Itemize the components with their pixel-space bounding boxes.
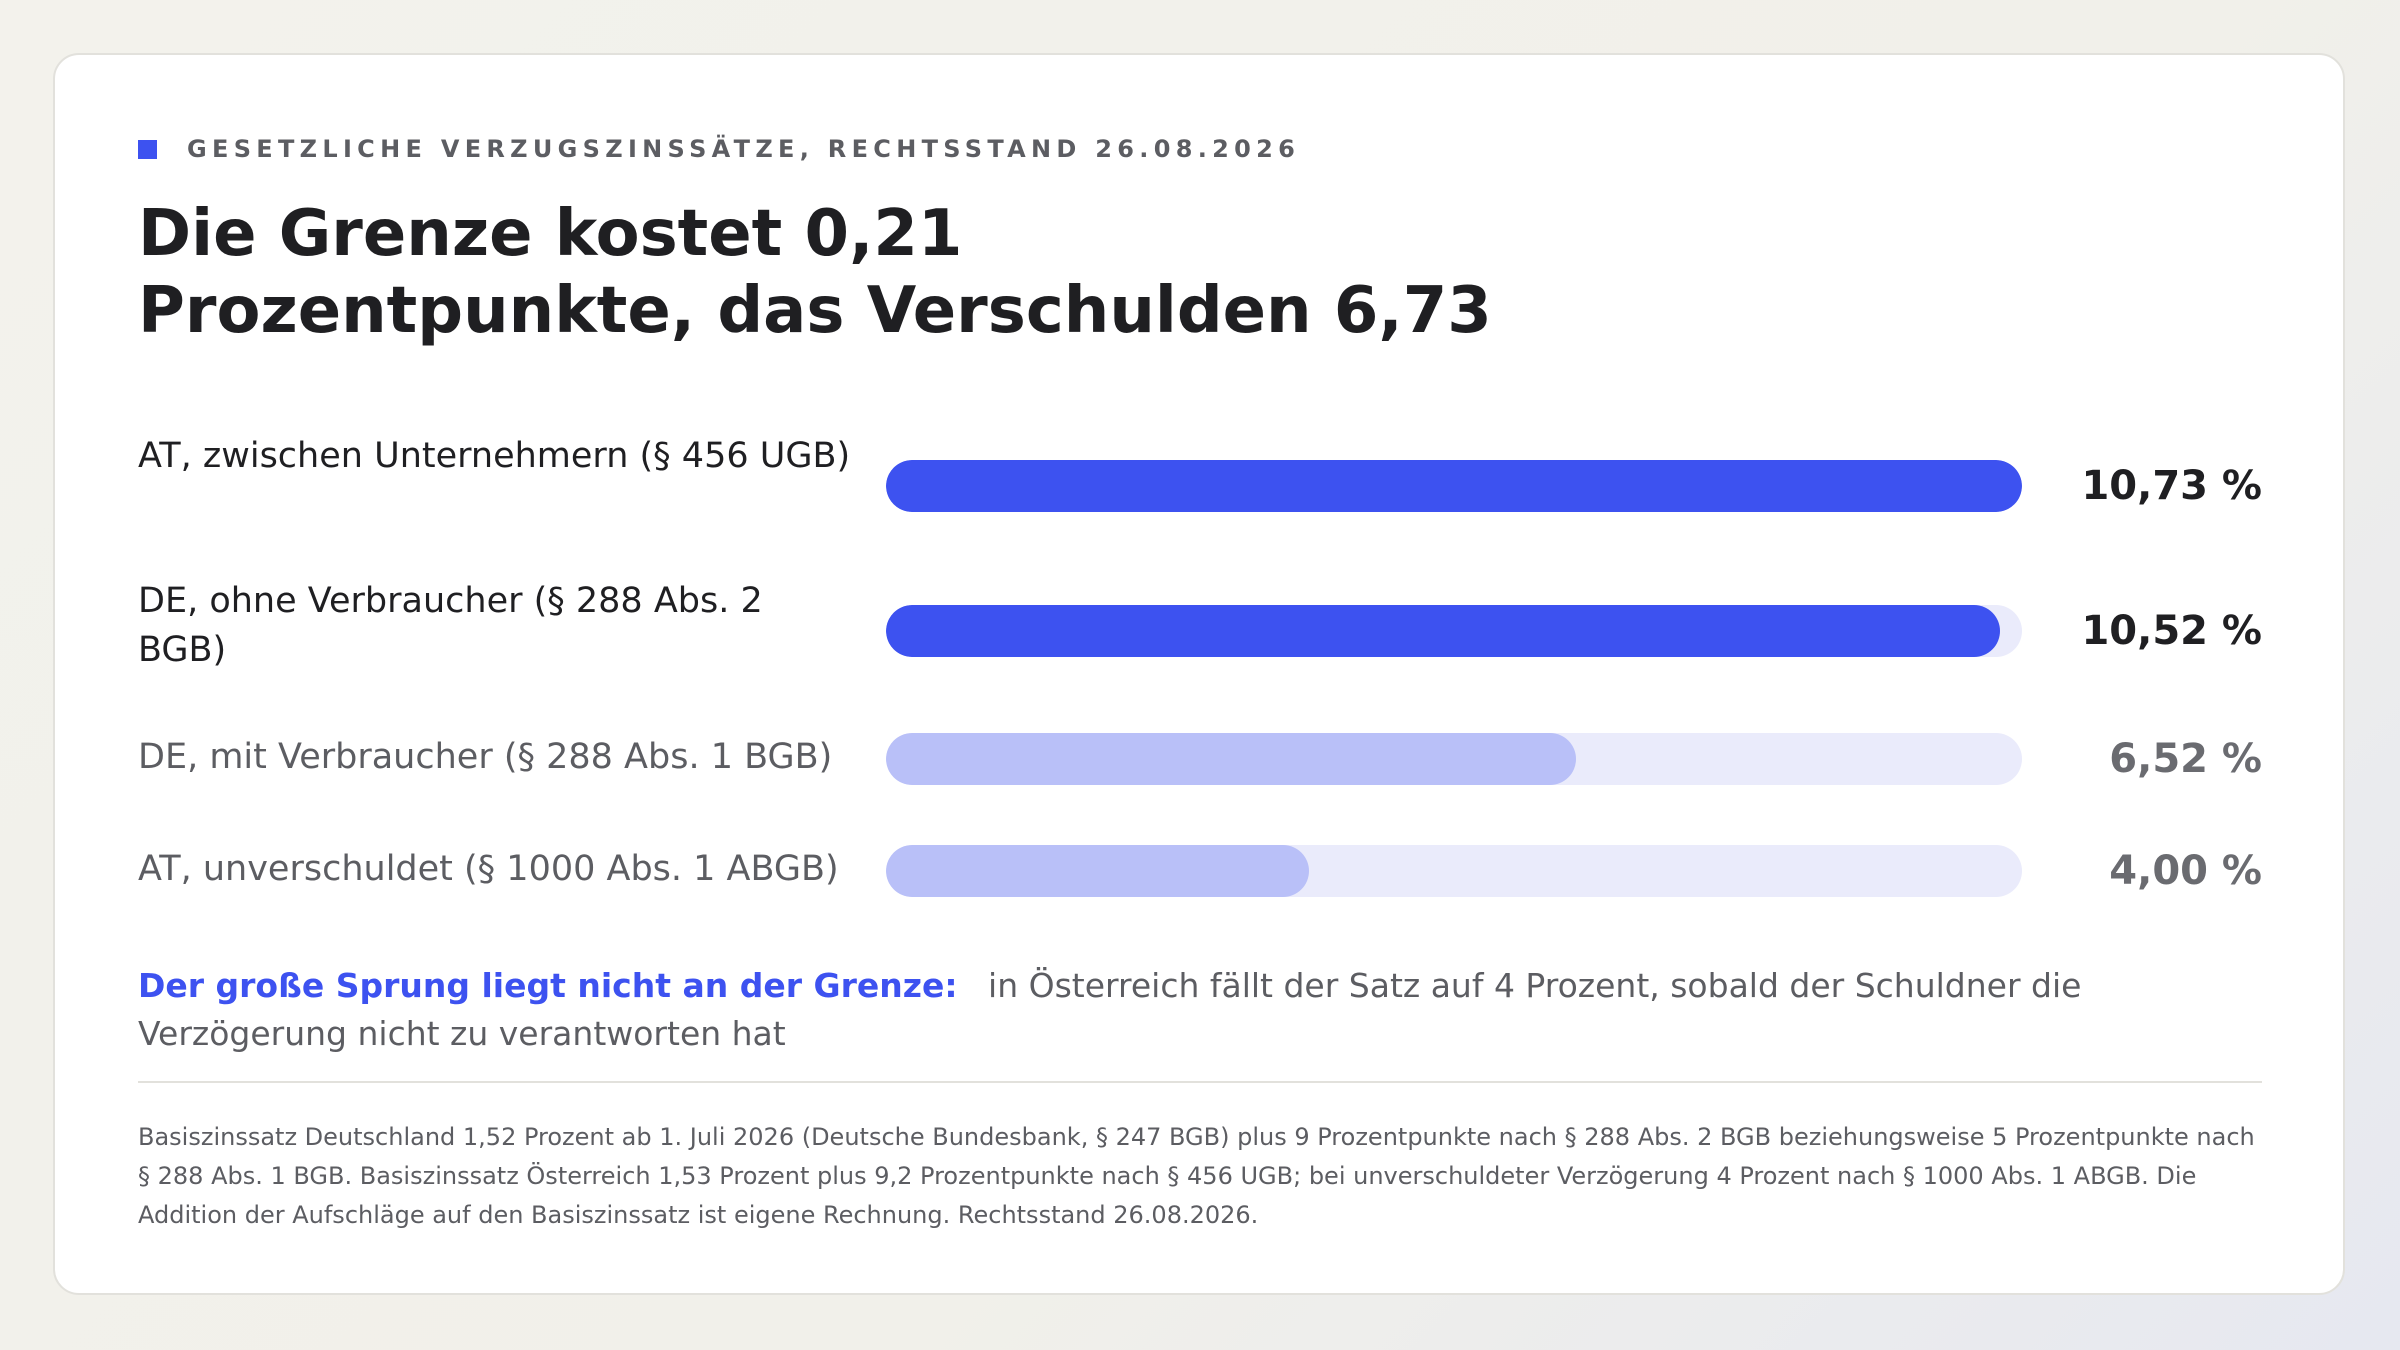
bar-track-de-mit-verbraucher — [886, 733, 2022, 785]
bar-label-at-unternehmer: AT, zwischen Unternehmern (§ 456 UGB) — [138, 436, 851, 476]
chart-title-line-2: Prozentpunkte, das Verschulden 6,73 — [138, 274, 1492, 348]
eyebrow-square-icon — [138, 139, 157, 159]
value-label-at-unternehmer: 10,73 % — [2081, 463, 2262, 509]
footnote: Basiszinssatz Deutschland 1,52 Prozent a… — [138, 1123, 2255, 1229]
callout: Der große Sprung liegt nicht an der Gren… — [138, 962, 2268, 1058]
divider — [138, 1081, 2262, 1083]
bar-at-unverschuldet — [886, 845, 1310, 897]
eyebrow: GESETZLICHE VERZUGSZINSSÄTZE, RECHTSSTAN… — [138, 134, 1300, 164]
bar-label-at-unverschuldet: AT, unverschuldet (§ 1000 Abs. 1 ABGB) — [138, 849, 839, 889]
bar-label-de-ohne-verbraucher: DE, ohne Verbraucher (§ 288 Abs. 2 BGB) — [138, 581, 763, 670]
bar-de-mit-verbraucher — [886, 733, 1577, 785]
bar-track-de-ohne-verbraucher — [886, 605, 2022, 657]
chart-title: Die Grenze kostet 0,21 Prozentpunkte, da… — [138, 196, 1738, 350]
chart-title-line-1: Die Grenze kostet 0,21 — [138, 197, 963, 271]
callout-text: in Österreich fällt der Satz auf 4 Proze… — [138, 966, 2082, 1053]
bar-track-at-unternehmer — [886, 460, 2022, 512]
callout-lead: Der große Sprung liegt nicht an der Gren… — [138, 966, 958, 1005]
value-label-at-unverschuldet: 4,00 % — [2109, 848, 2262, 894]
eyebrow-text: GESETZLICHE VERZUGSZINSSÄTZE, RECHTSSTAN… — [187, 135, 1301, 163]
chart-card — [53, 53, 2345, 1295]
bar-track-at-unverschuldet — [886, 845, 2022, 897]
bar-de-ohne-verbraucher — [886, 605, 2000, 657]
value-label-de-ohne-verbraucher: 10,52 % — [2081, 608, 2262, 654]
bar-at-unternehmer — [886, 460, 2022, 512]
bar-label-de-mit-verbraucher: DE, mit Verbraucher (§ 288 Abs. 1 BGB) — [138, 737, 833, 777]
value-label-de-mit-verbraucher: 6,52 % — [2109, 736, 2262, 782]
